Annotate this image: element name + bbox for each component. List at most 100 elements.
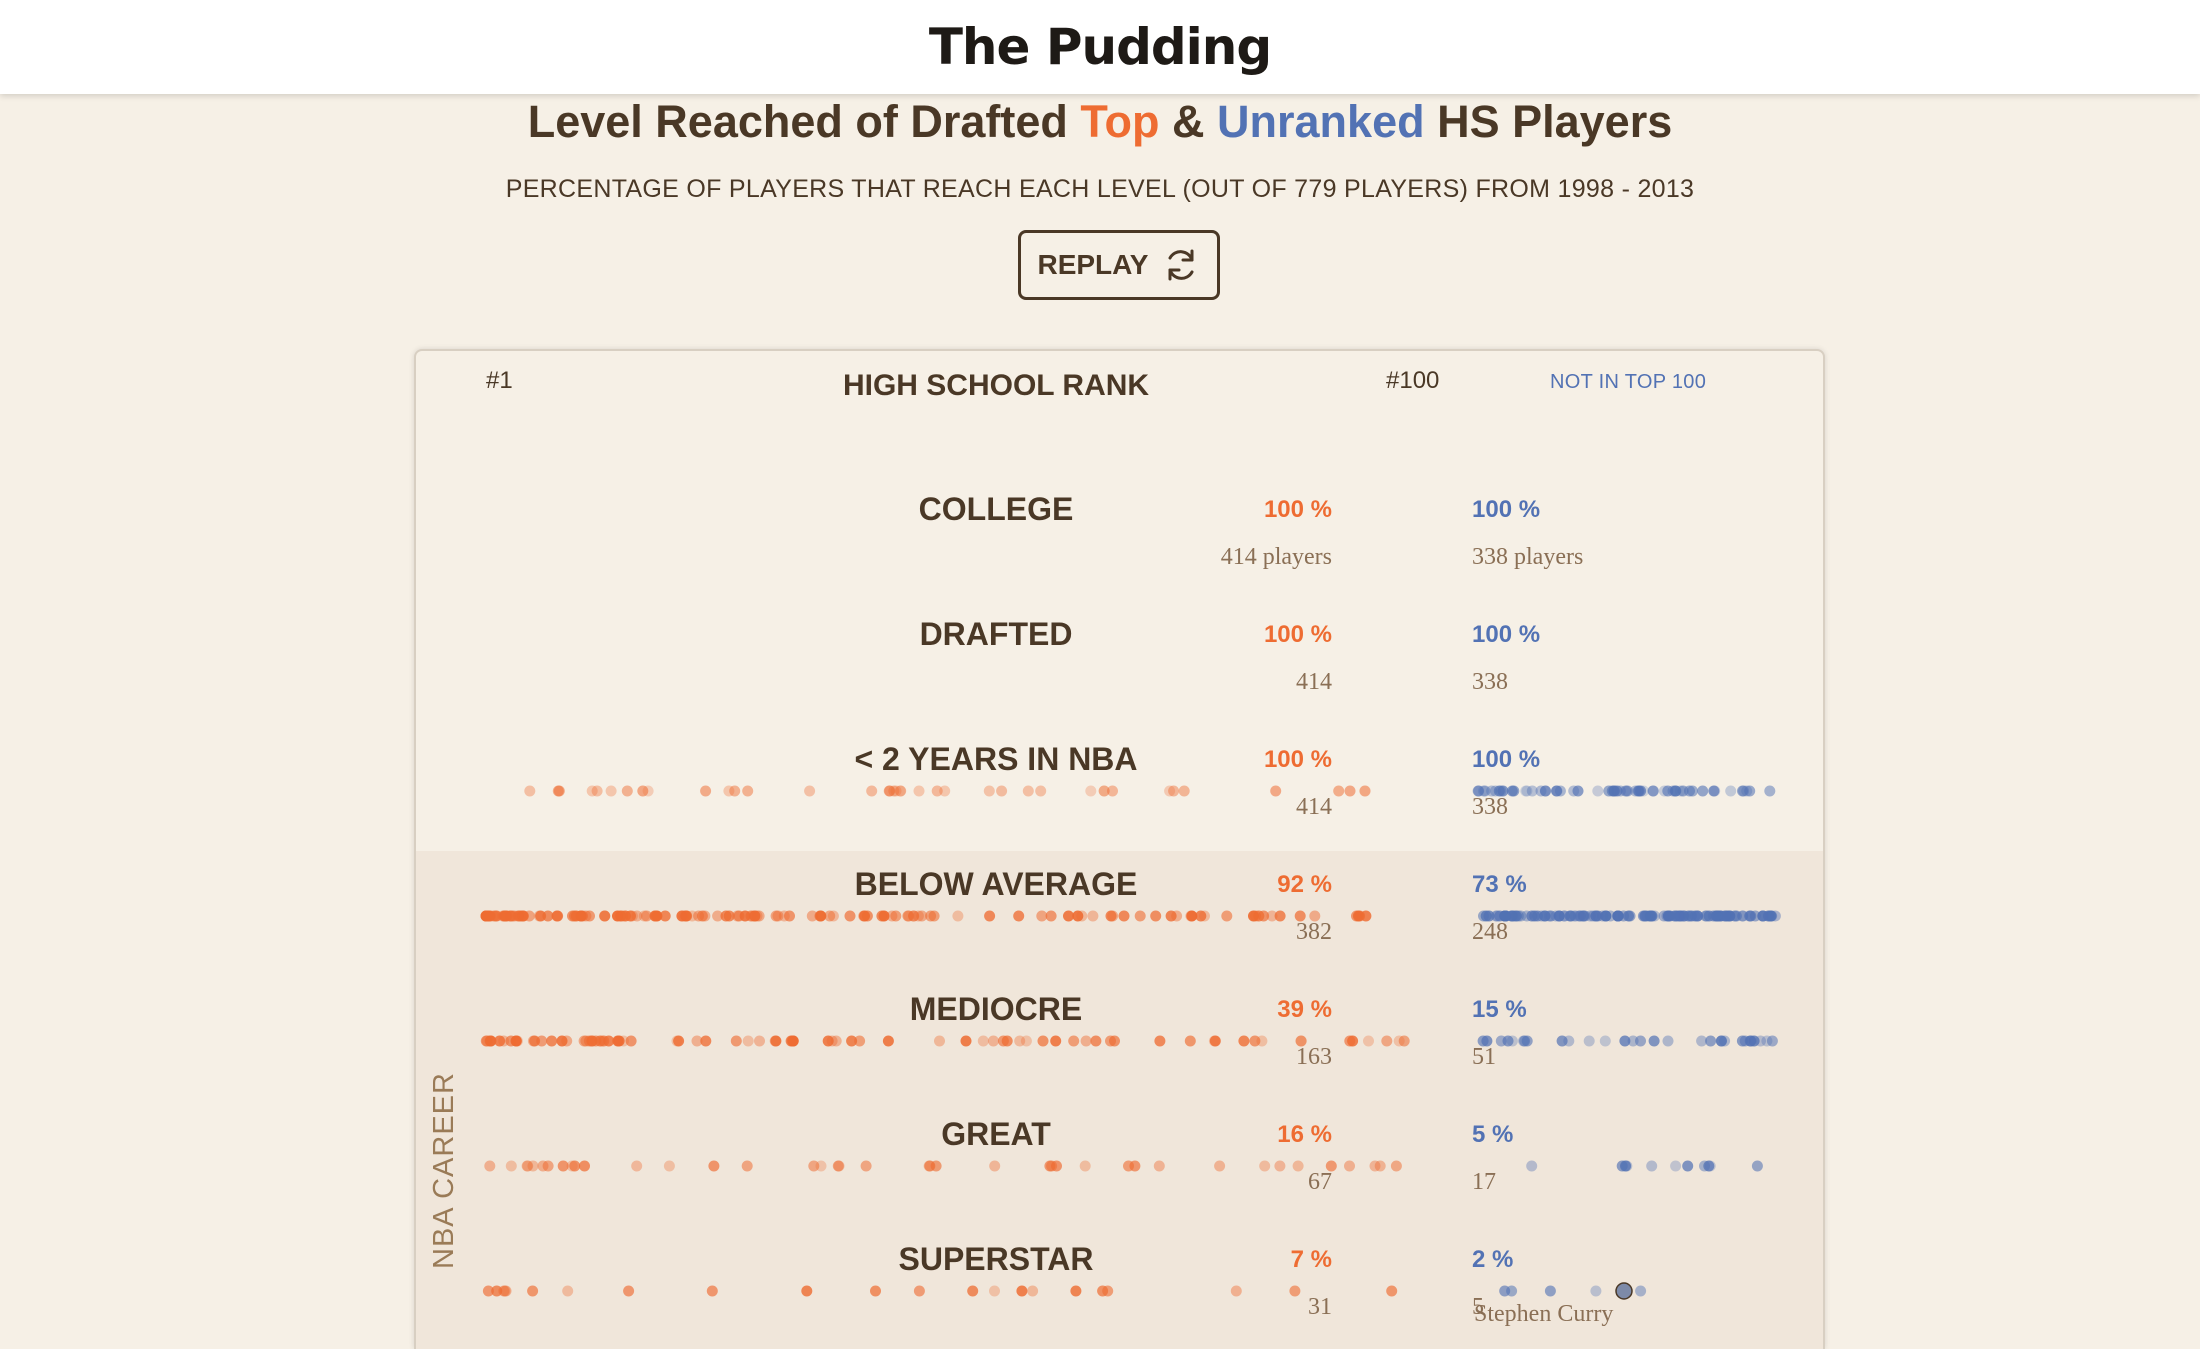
unranked-player-dot <box>1635 785 1647 797</box>
unranked-pct-mediocre: 15 % <box>1472 996 1527 1023</box>
top-count-superstar: 31 <box>1308 1294 1332 1320</box>
top-player-dot <box>913 785 925 797</box>
top-player-dot <box>804 785 816 797</box>
unranked-player-dot <box>1539 785 1551 797</box>
unranked-player-dot <box>1540 785 1552 797</box>
top-count-college: 414 players <box>1220 544 1332 570</box>
highlight-player-label[interactable]: Stephen Curry <box>1474 1301 1614 1327</box>
unranked-player-dot <box>1669 785 1681 797</box>
top-player-dot <box>591 785 603 797</box>
top-player-dot <box>939 785 951 797</box>
top-player-dot <box>931 785 943 797</box>
unranked-player-dot <box>1521 785 1533 797</box>
top-player-dot <box>1359 785 1371 797</box>
level-college: COLLEGE <box>918 491 1074 527</box>
top-player-dot <box>895 785 907 797</box>
not-in-top-100-label: NOT IN TOP 100 <box>1550 371 1707 393</box>
unranked-player-dot <box>1572 785 1584 797</box>
top-player-dot <box>729 785 741 797</box>
unranked-player-dot <box>1697 785 1709 797</box>
top-player-dot <box>1333 785 1345 797</box>
unranked-player-dot <box>1535 785 1547 797</box>
top-player-dot <box>1359 785 1371 797</box>
level-mediocre: MEDIOCRE <box>909 991 1083 1027</box>
unranked-player-dot <box>1551 785 1562 797</box>
top-player-dot <box>894 785 906 797</box>
unranked-player-dot <box>1632 785 1644 797</box>
unranked-player-dot <box>1526 785 1538 797</box>
unranked-player-dot <box>1551 785 1563 797</box>
top-player-dot <box>723 785 735 797</box>
unranked-count-under-2-years: 338 <box>1472 794 1508 820</box>
title-amp: & <box>1159 96 1218 147</box>
unranked-player-dot <box>1708 785 1720 797</box>
unranked-player-dot <box>1630 785 1641 797</box>
top-player-dot <box>637 785 649 797</box>
title-top: Top <box>1080 96 1160 147</box>
top-pct-drafted: 100 % <box>1263 621 1332 648</box>
unranked-player-dot <box>1592 785 1604 797</box>
unranked-player-dot <box>1554 785 1566 797</box>
unranked-player-dot <box>1603 785 1615 797</box>
nba-career-label: NBA CAREER <box>428 1072 460 1270</box>
rank-last-label: #100 <box>1386 367 1440 394</box>
refresh-icon <box>1168 249 1193 281</box>
rank-axis-header: HIGH SCHOOL RANK <box>842 369 1150 402</box>
unranked-pct-under-2-years: 100 % <box>1472 746 1541 773</box>
top-player-dot <box>586 785 598 797</box>
top-player-dot <box>742 785 754 797</box>
unranked-player-dot <box>1508 785 1520 797</box>
unranked-count-below-average: 248 <box>1472 919 1508 945</box>
replay-label: REPLAY <box>1037 249 1149 280</box>
unranked-player-dot <box>1606 785 1618 797</box>
unranked-player-dot <box>1520 785 1532 797</box>
top-player-dot <box>552 785 564 797</box>
unranked-player-dot <box>1684 785 1695 797</box>
site-logo[interactable]: The Pudding <box>928 18 1272 76</box>
unranked-player-dot <box>1647 785 1659 797</box>
unranked-player-dot <box>1667 785 1679 797</box>
level-below-average: BELOW AVERAGE <box>854 866 1138 902</box>
top-player-dot <box>888 785 900 797</box>
unranked-player-dot <box>1647 785 1659 797</box>
unranked-player-dot <box>1608 785 1620 797</box>
unranked-player-dot <box>1764 785 1776 797</box>
top-player-dot <box>642 785 654 797</box>
unranked-player-dot <box>1744 785 1756 797</box>
unranked-player-dot <box>1619 785 1631 797</box>
unranked-player-dot <box>1670 785 1682 797</box>
unranked-count-drafted: 338 <box>1472 669 1508 695</box>
unranked-player-dot <box>1638 785 1649 797</box>
unranked-player-dot <box>1603 785 1615 797</box>
top-player-dot <box>996 785 1008 797</box>
top-pct-great: 16 % <box>1277 1121 1332 1148</box>
top-pct-superstar: 7 % <box>1290 1246 1332 1273</box>
top-pct-under-2-years: 100 % <box>1263 746 1332 773</box>
nba-career-band <box>416 851 1823 1349</box>
top-count-great: 67 <box>1308 1169 1332 1195</box>
unranked-count-college: 338 players <box>1472 544 1584 570</box>
unranked-player-dot <box>1725 785 1737 797</box>
replay-button[interactable]: REPLAY <box>1018 230 1220 300</box>
top-player-dot <box>621 785 633 797</box>
top-bar: The Pudding <box>0 0 2200 94</box>
unranked-pct-below-average: 73 % <box>1472 871 1527 898</box>
title-unranked: Unranked <box>1217 96 1425 147</box>
unranked-player-dot <box>1614 785 1626 797</box>
title-post: HS Players <box>1424 96 1673 147</box>
unranked-player-dot <box>1687 785 1698 797</box>
top-count-drafted: 414 <box>1296 669 1332 695</box>
top-player-dot <box>1344 785 1356 797</box>
unranked-player-dot <box>1611 785 1623 797</box>
unranked-player-dot <box>1709 785 1721 797</box>
unranked-pct-great: 5 % <box>1472 1121 1514 1148</box>
top-player-dot <box>605 785 617 797</box>
unranked-count-superstar: 5 <box>1472 1294 1484 1320</box>
unranked-player-dot <box>1662 785 1674 797</box>
chart-panel: #1 HIGH SCHOOL RANK #100 NOT IN TOP 100 … <box>414 349 1825 1349</box>
top-player-dot <box>524 785 536 797</box>
unranked-player-dot <box>1669 785 1681 797</box>
top-player-dot <box>884 785 896 797</box>
top-count-under-2-years: 414 <box>1296 794 1332 820</box>
top-count-mediocre: 163 <box>1296 1044 1332 1070</box>
